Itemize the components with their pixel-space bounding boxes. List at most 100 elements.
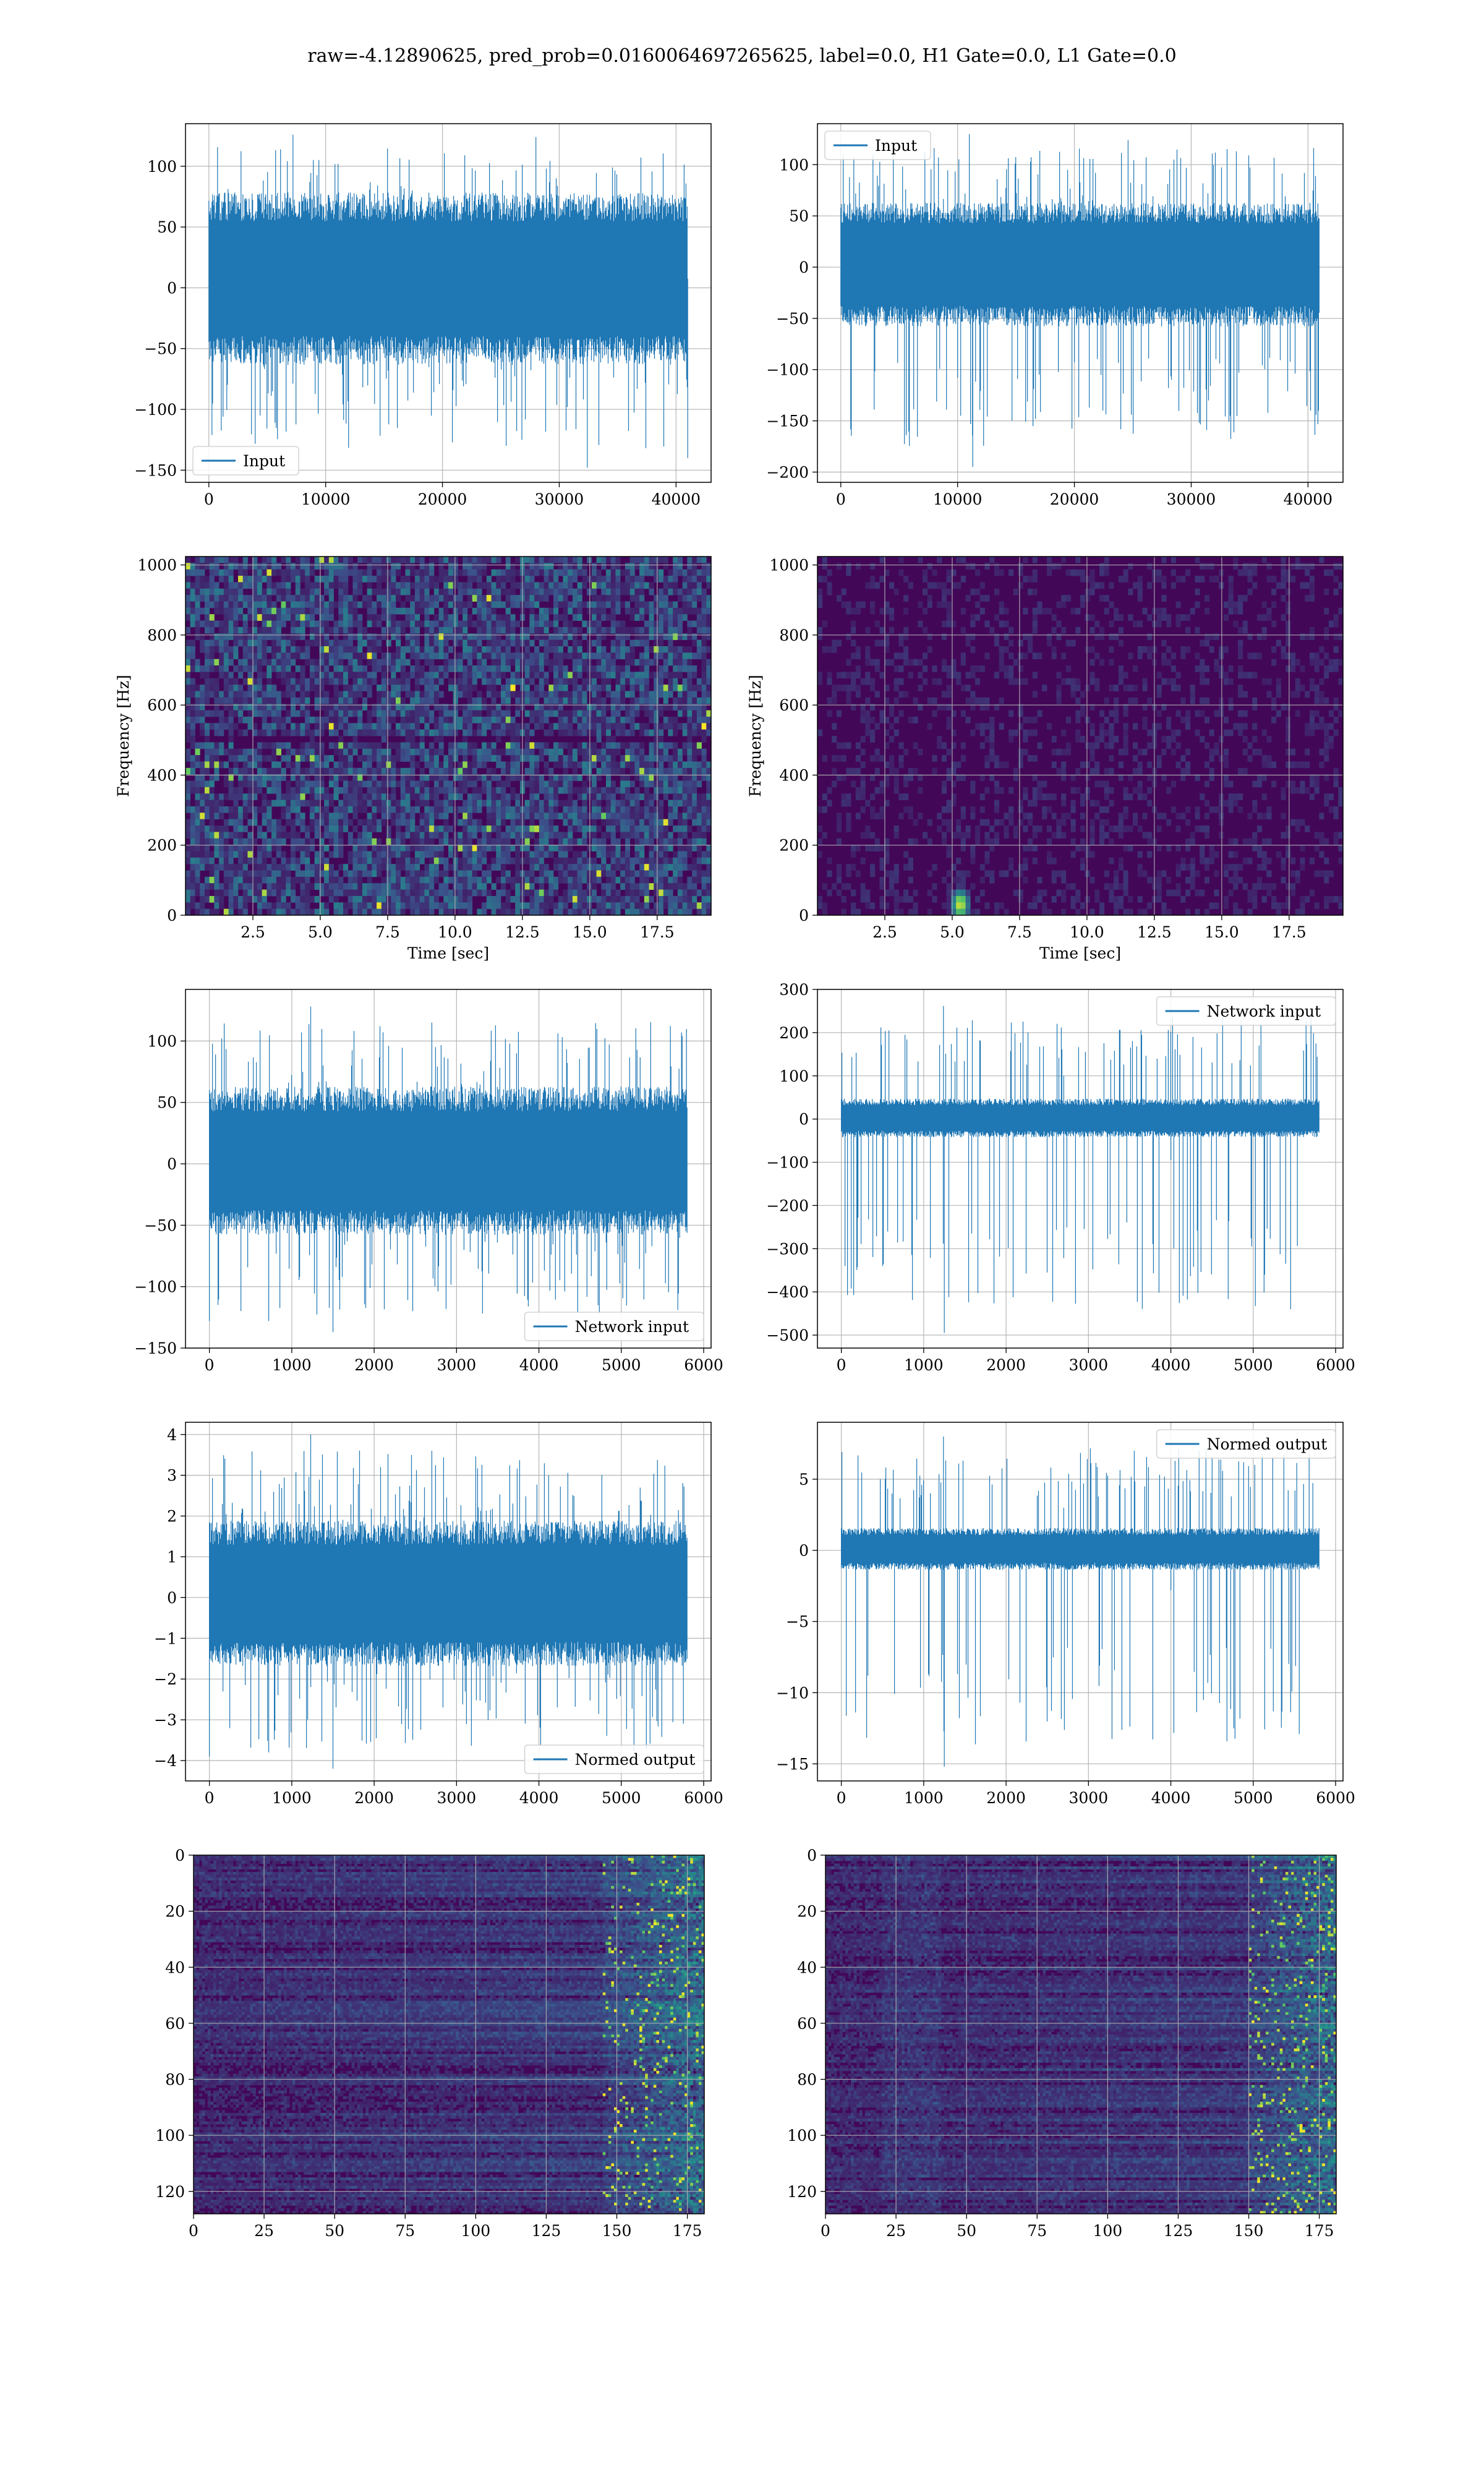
y-tick-label: 5 bbox=[799, 1471, 809, 1488]
y-tick-label: 50 bbox=[157, 218, 177, 236]
x-tick-label: 1000 bbox=[272, 1789, 312, 1807]
legend-label: Input bbox=[875, 137, 917, 155]
x-tick-label: 125 bbox=[532, 2222, 561, 2240]
y-tick-label: 40 bbox=[797, 1958, 817, 1976]
x-tick-label: 4000 bbox=[519, 1356, 559, 1374]
x-tick-label: 15.0 bbox=[573, 923, 607, 941]
x-tick-label: 5000 bbox=[1234, 1356, 1273, 1374]
y-tick-label: −100 bbox=[134, 1278, 177, 1296]
x-tick-label: 40000 bbox=[1284, 490, 1333, 508]
x-tick-label: 0 bbox=[837, 1789, 846, 1807]
x-tick-label: 6000 bbox=[684, 1356, 723, 1374]
x-tick-label: 10.0 bbox=[1070, 923, 1104, 941]
figure-title: raw=-4.12890625, pred_prob=0.01600646972… bbox=[307, 45, 1176, 67]
y-tick-label: 100 bbox=[779, 156, 809, 174]
y-tick-label: 600 bbox=[779, 696, 809, 714]
x-tick-label: 0 bbox=[189, 2222, 198, 2240]
y-tick-label: −3 bbox=[154, 1711, 177, 1729]
y-tick-label: 400 bbox=[147, 766, 177, 784]
x-tick-label: 3000 bbox=[437, 1789, 477, 1807]
legend: Input bbox=[193, 446, 299, 475]
x-tick-label: 10000 bbox=[933, 490, 983, 508]
y-tick-label: 50 bbox=[789, 207, 809, 225]
x-tick-label: 2000 bbox=[354, 1789, 394, 1807]
x-tick-label: 10.0 bbox=[438, 923, 472, 941]
x-tick-label: 5.0 bbox=[940, 923, 965, 941]
x-tick-label: 30000 bbox=[535, 490, 584, 508]
y-tick-label: 300 bbox=[779, 981, 809, 999]
x-tick-label: 1000 bbox=[904, 1356, 944, 1374]
x-tick-label: 0 bbox=[205, 1356, 215, 1374]
y-tick-label: −150 bbox=[134, 461, 177, 479]
series-line bbox=[841, 134, 1320, 467]
y-tick-label: −200 bbox=[766, 1197, 809, 1215]
y-tick-label: 1 bbox=[167, 1548, 177, 1566]
y-tick-label: 2 bbox=[167, 1508, 177, 1526]
y-tick-label: −2 bbox=[154, 1670, 177, 1688]
y-tick-label: 0 bbox=[167, 907, 177, 924]
y-tick-label: 100 bbox=[787, 2127, 817, 2145]
y-tick-label: 600 bbox=[147, 696, 177, 714]
x-tick-label: 3000 bbox=[437, 1356, 477, 1374]
y-tick-label: 0 bbox=[807, 1846, 817, 1864]
x-tick-label: 100 bbox=[1093, 2222, 1122, 2240]
y-tick-label: −400 bbox=[766, 1283, 809, 1301]
series-line bbox=[210, 1007, 688, 1332]
y-tick-label: −150 bbox=[766, 412, 809, 430]
y-tick-label: 200 bbox=[779, 1024, 809, 1042]
y-tick-label: −100 bbox=[134, 401, 177, 419]
y-tick-label: 1000 bbox=[769, 557, 809, 574]
legend-label: Normed output bbox=[1207, 1435, 1328, 1453]
legend-label: Normed output bbox=[575, 1751, 696, 1769]
x-tick-label: 2.5 bbox=[241, 923, 265, 941]
y-tick-label: 100 bbox=[155, 2127, 185, 2145]
y-tick-label: 400 bbox=[779, 766, 809, 784]
y-tick-label: 200 bbox=[147, 837, 177, 855]
y-tick-label: −500 bbox=[766, 1326, 809, 1344]
y-tick-label: 100 bbox=[147, 1032, 177, 1050]
y-tick-label: 1000 bbox=[137, 557, 177, 574]
x-tick-label: 20000 bbox=[1050, 490, 1099, 508]
y-tick-label: 0 bbox=[167, 279, 177, 297]
y-tick-label: 0 bbox=[167, 1589, 177, 1607]
y-tick-label: 0 bbox=[799, 258, 809, 276]
x-tick-label: 17.5 bbox=[1272, 923, 1307, 941]
x-tick-label: 3000 bbox=[1069, 1789, 1109, 1807]
y-tick-label: 0 bbox=[799, 907, 809, 924]
y-tick-label: −10 bbox=[776, 1684, 809, 1702]
x-tick-label: 2.5 bbox=[872, 923, 897, 941]
x-tick-label: 4000 bbox=[519, 1789, 559, 1807]
y-tick-label: −50 bbox=[144, 1216, 177, 1234]
y-tick-label: 3 bbox=[167, 1467, 177, 1485]
y-tick-label: −100 bbox=[766, 361, 809, 379]
x-tick-label: 5000 bbox=[1234, 1789, 1273, 1807]
x-tick-label: 17.5 bbox=[640, 923, 675, 941]
x-tick-label: 125 bbox=[1164, 2222, 1193, 2240]
y-tick-label: 120 bbox=[787, 2183, 817, 2201]
y-tick-label: −5 bbox=[786, 1613, 809, 1631]
legend: Input bbox=[825, 131, 931, 160]
x-tick-label: 1000 bbox=[904, 1789, 944, 1807]
legend: Network input bbox=[1157, 997, 1336, 1025]
y-tick-label: 80 bbox=[797, 2071, 817, 2089]
y-tick-label: 0 bbox=[799, 1111, 809, 1129]
y-tick-label: 200 bbox=[779, 837, 809, 855]
x-tick-label: 0 bbox=[821, 2222, 830, 2240]
x-tick-label: 2000 bbox=[986, 1356, 1026, 1374]
series-line bbox=[209, 135, 688, 468]
x-tick-label: 2000 bbox=[986, 1789, 1026, 1807]
x-tick-label: 5000 bbox=[602, 1356, 641, 1374]
heatmap-cells bbox=[186, 557, 711, 915]
y-tick-label: −50 bbox=[776, 310, 809, 328]
y-tick-label: 100 bbox=[779, 1067, 809, 1085]
y-axis-label: Frequency [Hz] bbox=[746, 675, 764, 797]
legend-label: Network input bbox=[575, 1318, 689, 1336]
x-tick-label: 100 bbox=[461, 2222, 490, 2240]
x-tick-label: 7.5 bbox=[1007, 923, 1032, 941]
x-tick-label: 50 bbox=[325, 2222, 344, 2240]
